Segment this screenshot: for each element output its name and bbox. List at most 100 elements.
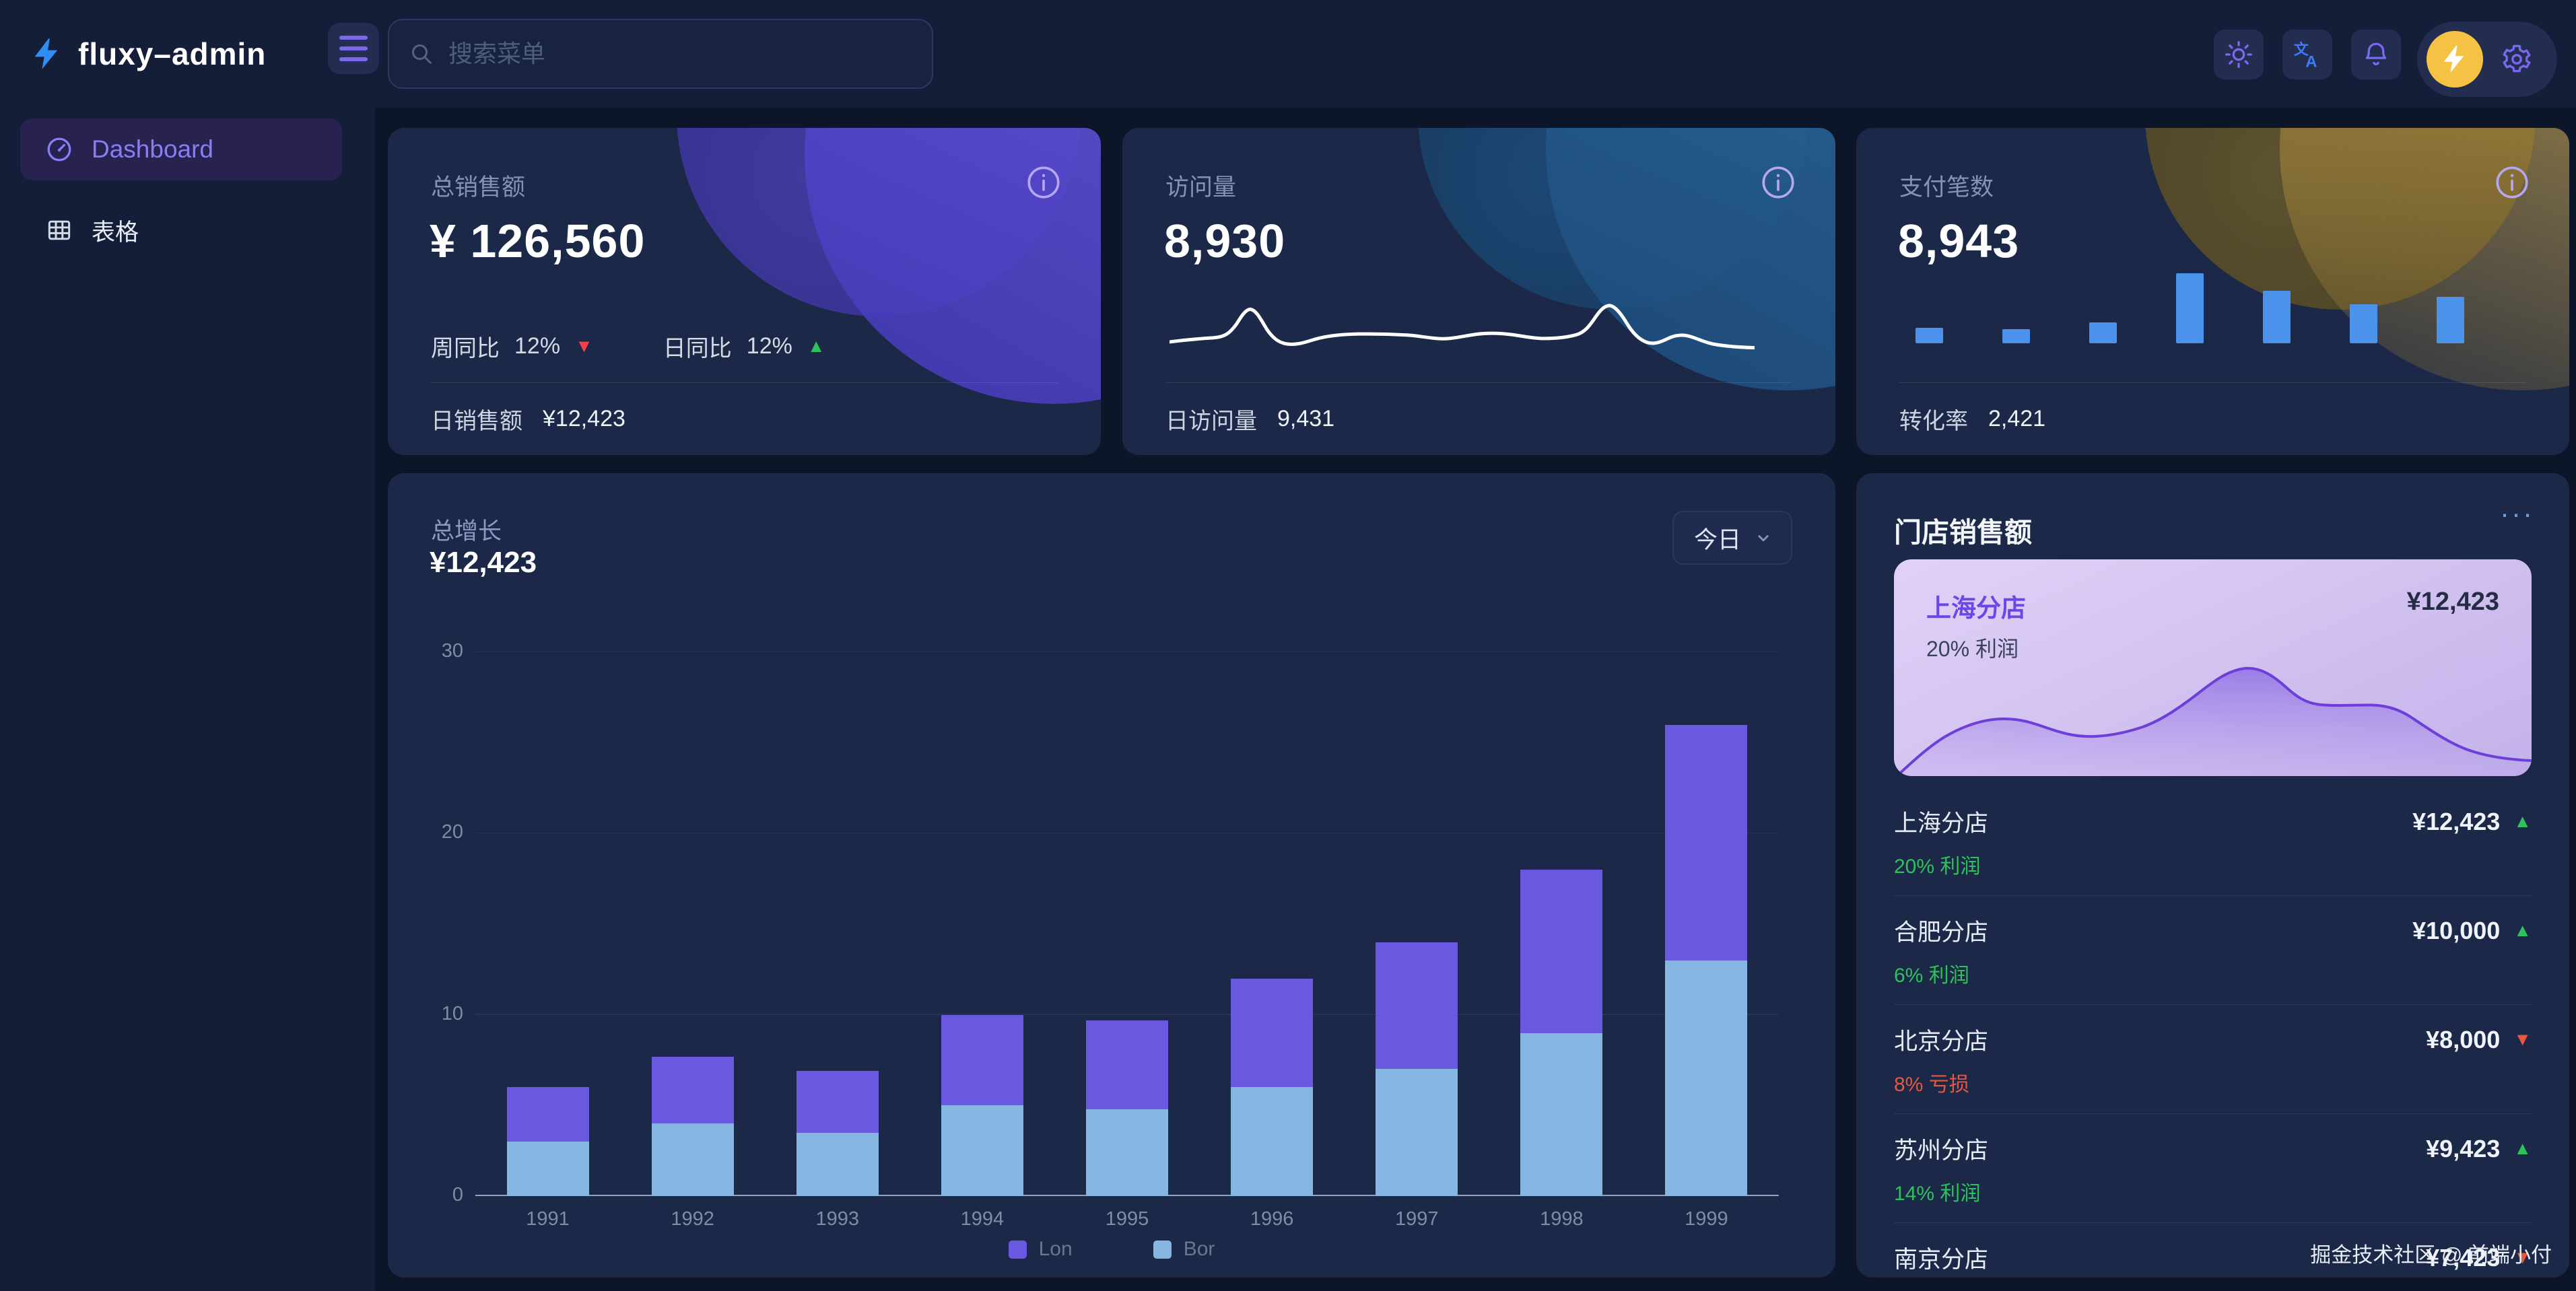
featured-store-card[interactable]: 上海分店 ¥12,423 20% 利润 bbox=[1894, 559, 2532, 776]
store-list: 上海分店¥12,423▲20% 利润合肥分店¥10,000▲6% 利润北京分店¥… bbox=[1894, 787, 2532, 1278]
translate-icon: 文 A bbox=[2293, 40, 2322, 69]
legend-label: Lon bbox=[1039, 1238, 1073, 1261]
bar-segment-bor bbox=[796, 1133, 879, 1196]
x-axis-label: 1997 bbox=[1345, 1208, 1489, 1230]
x-axis-label: 1999 bbox=[1634, 1208, 1779, 1230]
visits-sparkline bbox=[1170, 272, 1755, 358]
bar-segment-lon bbox=[1231, 979, 1313, 1088]
bar-group-1999[interactable] bbox=[1634, 652, 1779, 1196]
hamburger-icon bbox=[339, 36, 368, 40]
store-row[interactable]: 合肥分店¥10,000▲6% 利润 bbox=[1894, 896, 2532, 1005]
legend-item-lon[interactable]: Lon bbox=[1009, 1238, 1073, 1261]
app-logo[interactable]: fluxy–admin bbox=[30, 0, 266, 108]
bar-segment-lon bbox=[1665, 725, 1747, 961]
mini-bar bbox=[2263, 291, 2291, 343]
search-input[interactable] bbox=[448, 40, 913, 68]
stat-card-title: 总销售额 bbox=[431, 168, 525, 203]
store-name: 南京分店 bbox=[1894, 1241, 1988, 1275]
gauge-icon bbox=[44, 135, 74, 164]
trend-up-icon: ▲ bbox=[2513, 812, 2532, 831]
language-button[interactable]: 文 A bbox=[2282, 30, 2332, 79]
mini-bar bbox=[2002, 329, 2030, 343]
y-axis-tick: 30 bbox=[423, 640, 463, 662]
legend-swatch bbox=[1153, 1241, 1172, 1259]
chart-legend: Lon Bor bbox=[388, 1238, 1835, 1261]
y-axis-tick: 20 bbox=[423, 821, 463, 843]
y-axis-tick: 0 bbox=[423, 1184, 463, 1206]
store-row[interactable]: 上海分店¥12,423▲20% 利润 bbox=[1894, 787, 2532, 896]
stat-card-value: ¥ 126,560 bbox=[430, 214, 645, 268]
store-note: 6% 利润 bbox=[1894, 958, 2532, 988]
bar-group-1994[interactable] bbox=[910, 652, 1054, 1196]
bar-segment-bor bbox=[507, 1142, 589, 1196]
bar-group-1996[interactable] bbox=[1200, 652, 1345, 1196]
sun-icon bbox=[2224, 40, 2253, 69]
trend-up-icon: ▲ bbox=[2513, 921, 2532, 940]
bar-segment-lon bbox=[1520, 870, 1602, 1033]
theme-toggle-button[interactable] bbox=[2214, 30, 2264, 79]
trend-up-icon: ▲ bbox=[2513, 1140, 2532, 1158]
bar-segment-bor bbox=[1376, 1069, 1458, 1196]
time-range-select[interactable]: 今日 bbox=[1672, 511, 1792, 565]
stat-card-metrics: 周同比 12% ▼ 日同比 12% ▲ bbox=[431, 330, 825, 363]
stat-card-total-sales: 总销售额 ¥ 126,560 周同比 12% ▼ 日同比 12% ▲ 日销售额 … bbox=[388, 128, 1101, 455]
bar-group-1991[interactable] bbox=[475, 652, 620, 1196]
store-row[interactable]: 苏州分店 ¥9,423 ▲ 14% 利润 bbox=[1894, 1114, 2532, 1223]
bar-segment-lon bbox=[652, 1057, 734, 1124]
search-box[interactable] bbox=[388, 19, 933, 89]
legend-label: Bor bbox=[1184, 1238, 1215, 1261]
bar-group-1998[interactable] bbox=[1489, 652, 1634, 1196]
info-icon[interactable] bbox=[1024, 163, 1063, 202]
sidebar-item-dashboard[interactable]: Dashboard bbox=[20, 118, 342, 180]
metric-label: 周同比 bbox=[431, 330, 500, 363]
legend-swatch bbox=[1009, 1241, 1027, 1259]
mini-bar bbox=[2350, 304, 2377, 343]
legend-item-bor[interactable]: Bor bbox=[1153, 1238, 1215, 1261]
bar-segment-lon bbox=[1376, 942, 1458, 1070]
store-name: 苏州分店 bbox=[1894, 1131, 1988, 1166]
x-axis-label: 1992 bbox=[620, 1208, 765, 1230]
bar-group-1995[interactable] bbox=[1054, 652, 1199, 1196]
store-name: 上海分店 bbox=[1894, 804, 1988, 839]
footer-value: ¥12,423 bbox=[543, 406, 625, 432]
growth-chart-title: 总增长 bbox=[431, 512, 502, 547]
search-icon bbox=[408, 40, 435, 67]
store-row[interactable]: 北京分店¥8,000▼8% 亏损 bbox=[1894, 1005, 2532, 1114]
sidebar-item-table[interactable]: 表格 bbox=[20, 203, 342, 257]
bar-segment-lon bbox=[1086, 1020, 1168, 1109]
store-value: ¥10,000 bbox=[2412, 917, 2500, 945]
sidebar-collapse-button[interactable] bbox=[328, 23, 379, 74]
gear-icon[interactable] bbox=[2501, 43, 2533, 75]
featured-store-value: ¥12,423 bbox=[2407, 588, 2499, 617]
avatar[interactable] bbox=[2427, 31, 2483, 88]
stat-card-visits: 访问量 8,930 日访问量 9,431 bbox=[1122, 128, 1835, 455]
x-axis-labels: 199119921993199419951996199719981999 bbox=[475, 1208, 1779, 1230]
table-icon bbox=[44, 215, 74, 245]
growth-chart-amount: ¥12,423 bbox=[430, 546, 537, 580]
bar-group-1992[interactable] bbox=[620, 652, 765, 1196]
user-menu[interactable] bbox=[2417, 22, 2557, 97]
footer-label: 转化率 bbox=[1899, 403, 1968, 435]
stat-card-footer: 日访问量 9,431 bbox=[1165, 403, 1334, 435]
bar-segment-bor bbox=[941, 1105, 1023, 1196]
decor-circle bbox=[677, 128, 1081, 316]
metric-value: 12% bbox=[514, 333, 560, 359]
notifications-button[interactable] bbox=[2351, 30, 2401, 79]
growth-plot: 0102030 bbox=[475, 652, 1779, 1196]
y-axis-tick: 10 bbox=[423, 1003, 463, 1025]
info-icon[interactable] bbox=[1759, 163, 1798, 202]
x-axis-label: 1995 bbox=[1054, 1208, 1199, 1230]
more-icon[interactable]: ··· bbox=[2500, 497, 2534, 530]
store-value: ¥9,423 bbox=[2426, 1135, 2500, 1163]
bar-group-1997[interactable] bbox=[1345, 652, 1489, 1196]
bar-segment-lon bbox=[796, 1071, 879, 1133]
sidebar-item-label: 表格 bbox=[92, 213, 139, 248]
footer-credit: 掘金技术社区 @ 前端小付 bbox=[2310, 1238, 2552, 1268]
store-sales-panel: 门店销售额 ··· 上海分店 ¥12,423 20% 利润 bbox=[1856, 473, 2569, 1278]
sidebar-item-label: Dashboard bbox=[92, 135, 213, 164]
info-icon[interactable] bbox=[2493, 163, 2532, 202]
stat-card-payments: 支付笔数 8,943 转化率 2,421 bbox=[1856, 128, 2569, 455]
bar-segment-bor bbox=[1665, 961, 1747, 1196]
store-note: 14% 利润 bbox=[1894, 1177, 2532, 1206]
bar-group-1993[interactable] bbox=[765, 652, 910, 1196]
